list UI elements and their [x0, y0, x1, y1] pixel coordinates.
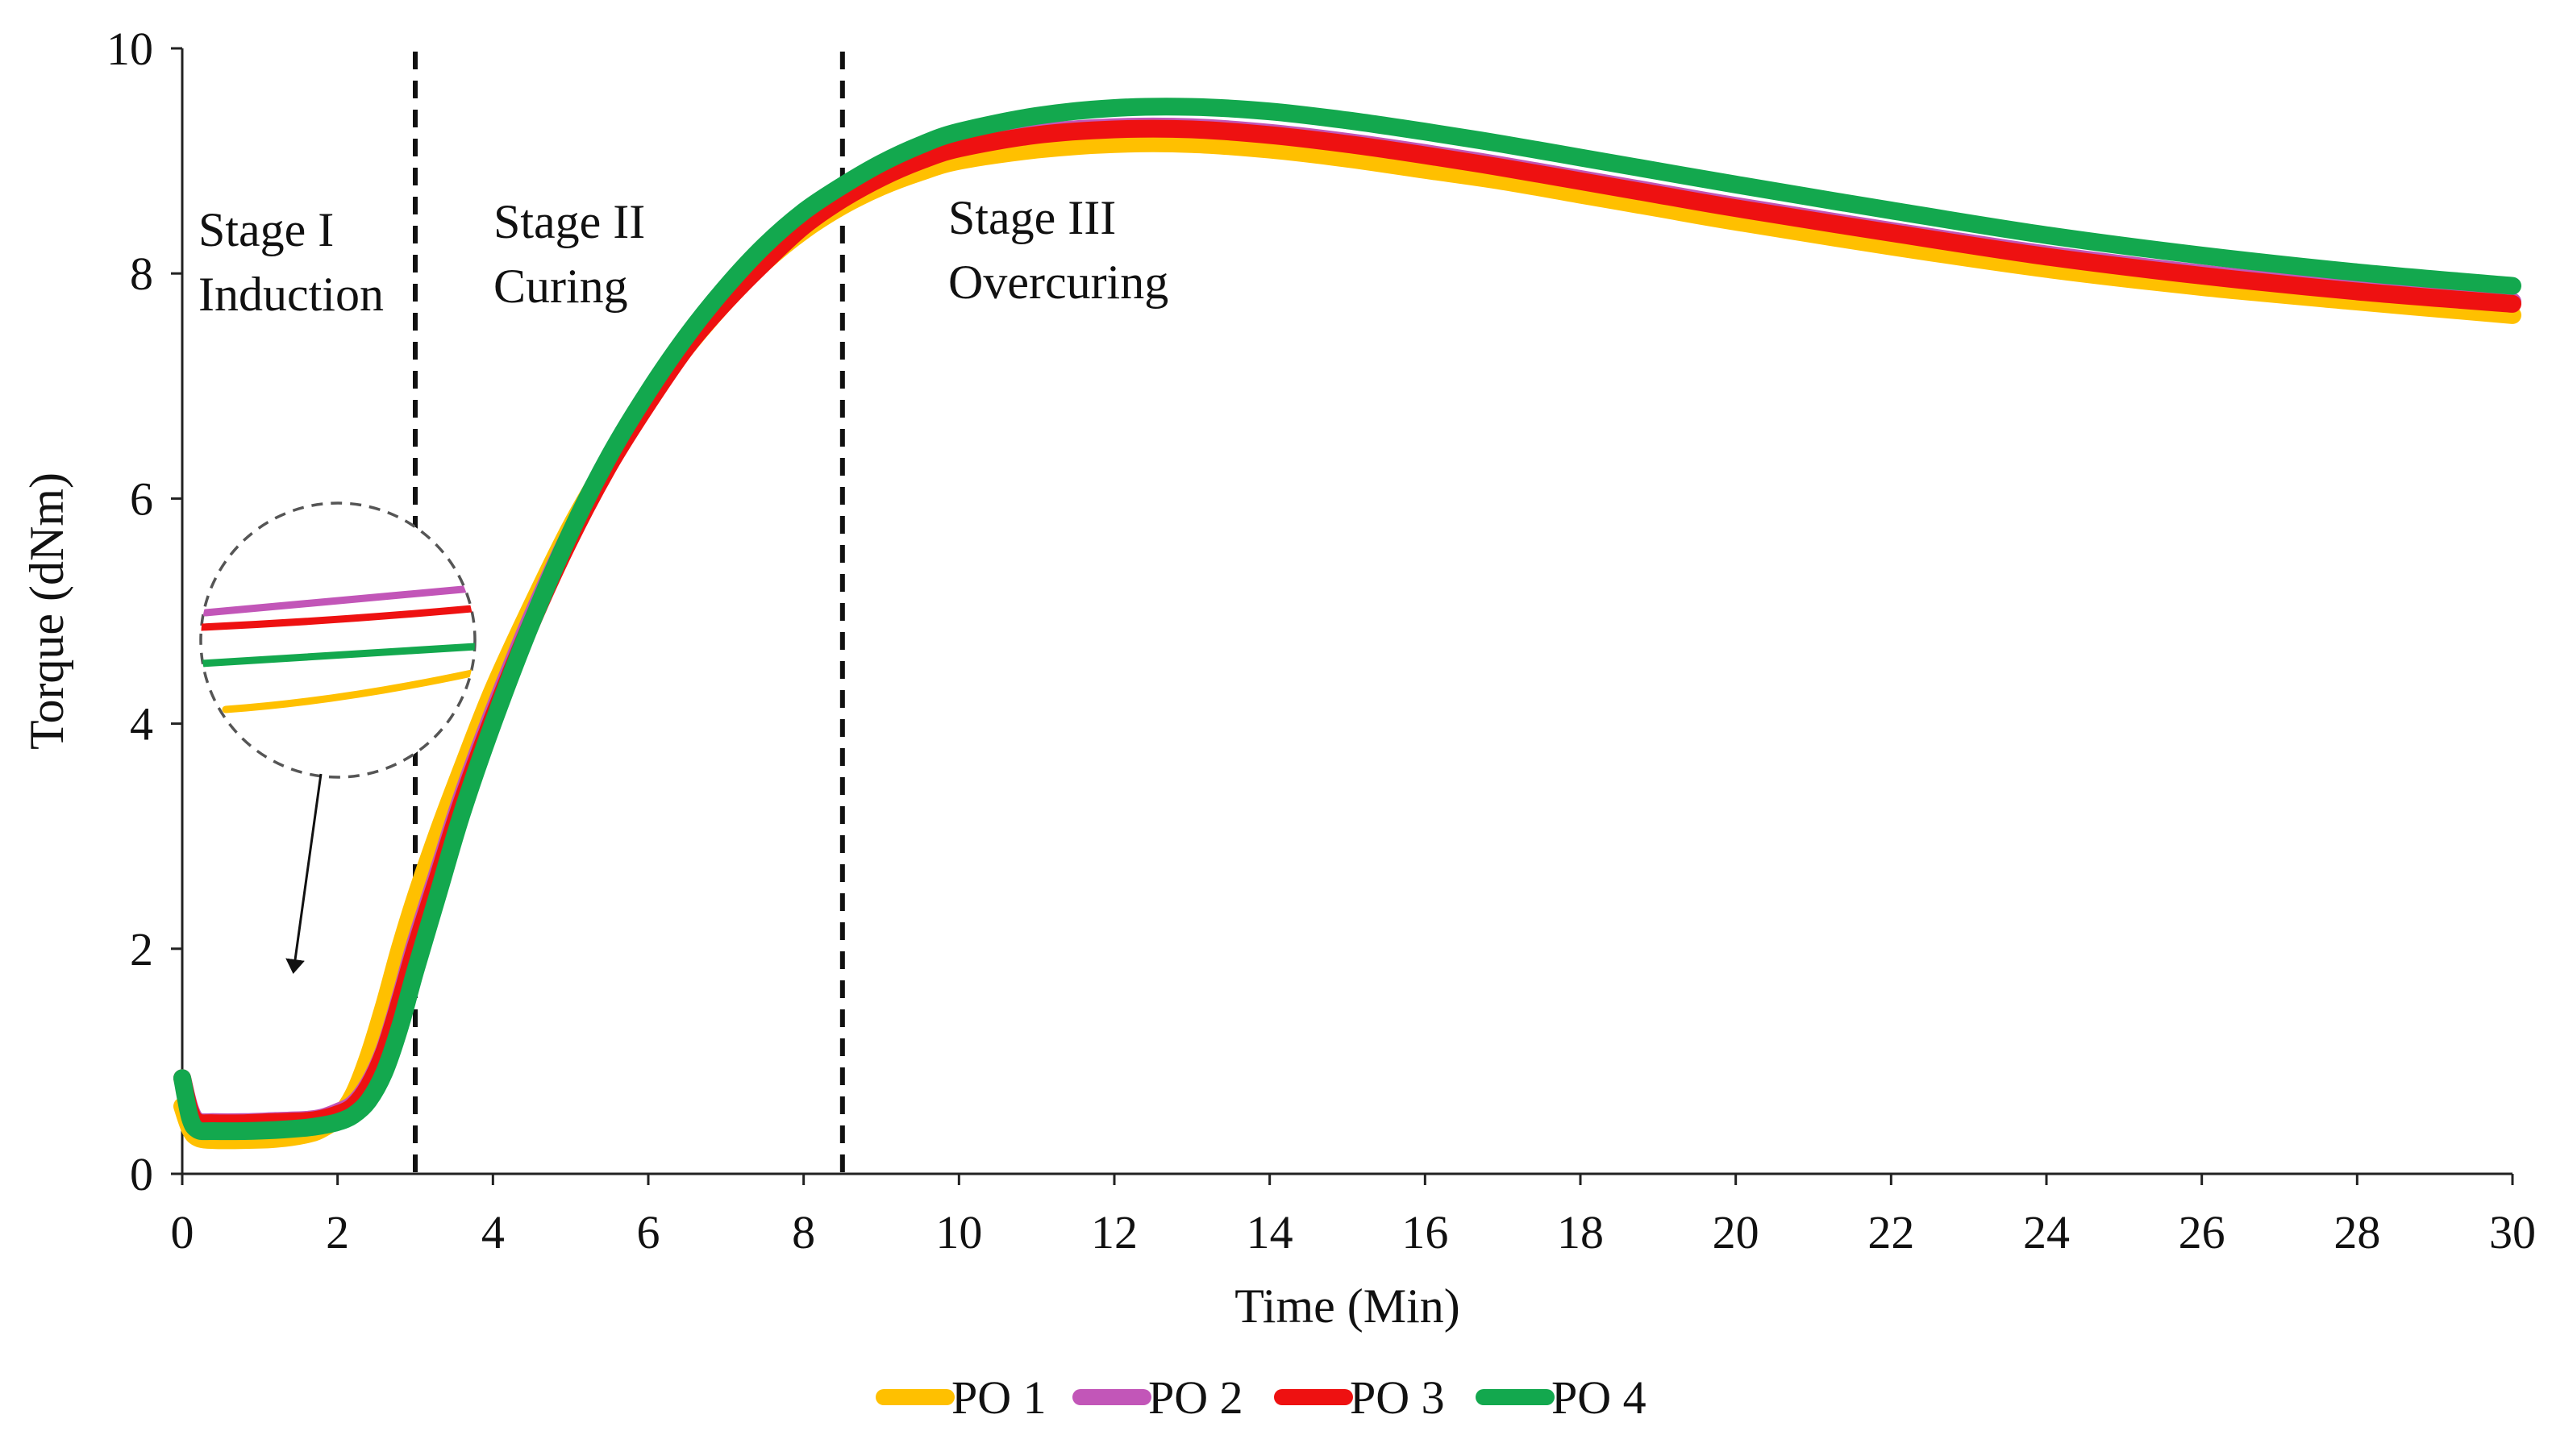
- zoom-inset: [199, 501, 477, 974]
- y-tick-label: 10: [106, 23, 153, 75]
- x-tick-label: 10: [935, 1206, 982, 1258]
- x-tick-label: 0: [171, 1206, 194, 1258]
- x-tick-label: 24: [2023, 1206, 2070, 1258]
- stage-2-title: Stage II: [493, 195, 645, 248]
- series-lines: [173, 98, 2521, 1150]
- stage-3-subtitle: Overcuring: [948, 256, 1168, 309]
- x-tick-label: 18: [1557, 1206, 1604, 1258]
- x-axis-title: Time (Min): [1234, 1279, 1460, 1333]
- legend-label: PO 2: [1148, 1371, 1243, 1424]
- x-tick-label: 14: [1247, 1206, 1293, 1258]
- stage-1-title: Stage I: [198, 203, 334, 256]
- inset-line-po2: [202, 584, 475, 617]
- x-tick-label: 16: [1401, 1206, 1448, 1258]
- x-tick-label: 20: [1713, 1206, 1759, 1258]
- legend-label: PO 3: [1350, 1371, 1445, 1424]
- x-tick-label: 6: [637, 1206, 660, 1258]
- y-tick-label: 0: [130, 1148, 153, 1200]
- inset-line-po1: [222, 669, 475, 713]
- x-tick-label: 12: [1091, 1206, 1138, 1258]
- x-tick-label: 26: [2179, 1206, 2225, 1258]
- x-tick-label: 8: [792, 1206, 815, 1258]
- legend-label: PO 1: [951, 1371, 1047, 1424]
- series-line-po4: [173, 98, 2521, 1141]
- y-tick-label: 6: [130, 472, 153, 525]
- y-axis-title: Torque (dNm): [20, 472, 73, 750]
- stage-1-subtitle: Induction: [198, 268, 384, 321]
- x-tick-label: 4: [481, 1206, 505, 1258]
- x-tick-label: 30: [2489, 1206, 2536, 1258]
- x-tick-label: 2: [326, 1206, 349, 1258]
- stage-2-subtitle: Curing: [493, 260, 628, 313]
- x-tick-label: 22: [1867, 1206, 1914, 1258]
- x-tick-label: 28: [2333, 1206, 2380, 1258]
- legend: PO 1 PO 2 PO 3 PO 4: [876, 1371, 1647, 1424]
- y-tick-label: 8: [130, 248, 153, 300]
- y-tick-label: 4: [130, 698, 153, 751]
- y-tick-label: 2: [130, 923, 153, 976]
- zoom-inset-circle: [199, 501, 477, 779]
- inset-line-po3: [201, 605, 475, 631]
- inset-line-po4: [201, 643, 475, 668]
- legend-label: PO 4: [1551, 1371, 1647, 1424]
- zoom-arrow: [285, 773, 323, 974]
- stage-3-title: Stage III: [948, 191, 1116, 244]
